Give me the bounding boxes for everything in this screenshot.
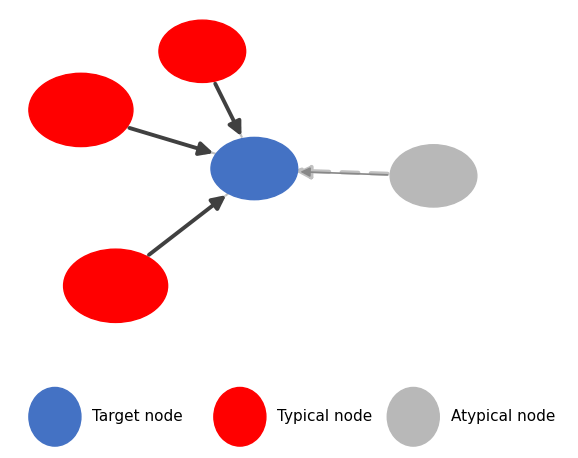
Text: Atypical node: Atypical node (451, 409, 555, 424)
Ellipse shape (387, 387, 439, 446)
Ellipse shape (159, 20, 246, 82)
Ellipse shape (29, 73, 133, 147)
Ellipse shape (390, 145, 477, 207)
Ellipse shape (211, 137, 298, 200)
Ellipse shape (29, 387, 81, 446)
Ellipse shape (214, 387, 266, 446)
Text: Typical node: Typical node (277, 409, 373, 424)
Ellipse shape (64, 249, 168, 322)
Text: Target node: Target node (92, 409, 183, 424)
